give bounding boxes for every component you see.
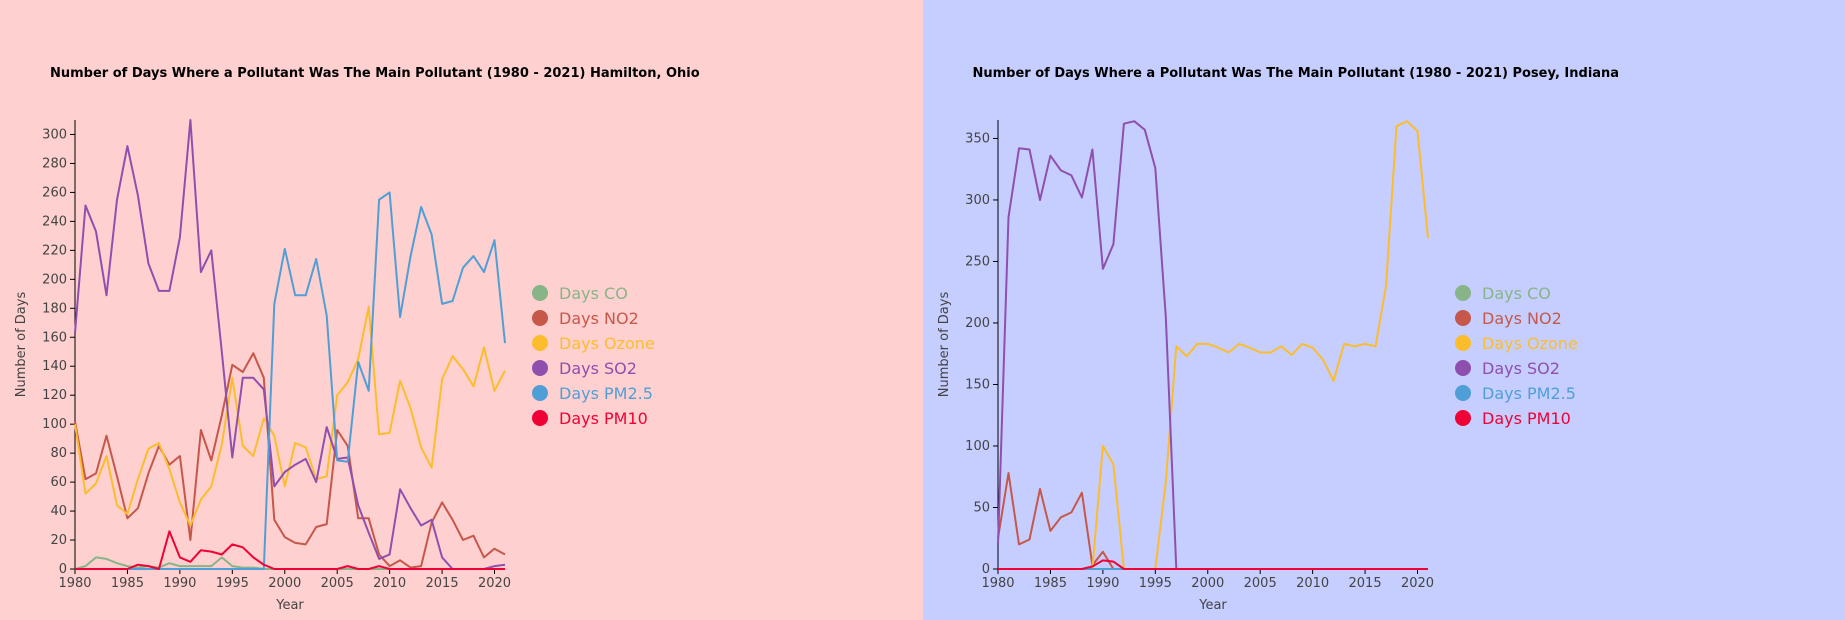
y-tick-label: 100 bbox=[42, 417, 67, 432]
y-tick-label: 200 bbox=[42, 272, 67, 287]
y-tick-label: 200 bbox=[965, 316, 990, 331]
x-tick-label: 2015 bbox=[1348, 576, 1381, 591]
legend-label-days-no2: Days NO2 bbox=[559, 309, 639, 328]
x-tick-label: 2000 bbox=[1191, 576, 1224, 591]
y-tick-label: 160 bbox=[42, 330, 67, 345]
legend-label-days-no2: Days NO2 bbox=[1482, 309, 1562, 328]
y-tick-label: 140 bbox=[42, 359, 67, 374]
x-axis-label: Year bbox=[275, 598, 304, 613]
y-tick-label: 0 bbox=[59, 562, 67, 577]
y-tick-label: 120 bbox=[42, 388, 67, 403]
x-tick-label: 2005 bbox=[1243, 576, 1276, 591]
y-tick-label: 250 bbox=[965, 254, 990, 269]
series-line-days-no2 bbox=[74, 352, 506, 569]
x-tick-label: 1985 bbox=[1033, 576, 1066, 591]
series-line-days-so2 bbox=[74, 119, 506, 570]
legend-label-days-pm10: Days PM10 bbox=[1482, 409, 1571, 428]
y-tick-label: 350 bbox=[965, 131, 990, 146]
x-tick-label: 1990 bbox=[1086, 576, 1119, 591]
chart-panel-posey: Number of Days Where a Pollutant Was The… bbox=[922, 0, 1845, 620]
y-tick-label: 280 bbox=[42, 156, 67, 171]
y-axis-label: Number of Days bbox=[937, 292, 952, 398]
x-tick-label: 1995 bbox=[216, 576, 249, 591]
legend-label-days-ozone: Days Ozone bbox=[1482, 334, 1578, 353]
x-tick-label: 2010 bbox=[1296, 576, 1329, 591]
legend-label-days-pm2-5: Days PM2.5 bbox=[1482, 384, 1576, 403]
x-tick-label: 2015 bbox=[426, 576, 459, 591]
y-tick-label: 100 bbox=[965, 439, 990, 454]
legend-label-days-co: Days CO bbox=[559, 284, 628, 303]
legend-marker-days-pm2-5 bbox=[1454, 385, 1471, 401]
legend-marker-days-no2 bbox=[532, 310, 548, 326]
legend-marker-days-ozone bbox=[532, 335, 548, 351]
chart-title: Number of Days Where a Pollutant Was The… bbox=[50, 66, 700, 81]
y-axis-label: Number of Days bbox=[14, 292, 29, 398]
series-line-days-pm10 bbox=[75, 530, 505, 570]
legend-label-days-pm2-5: Days PM2.5 bbox=[559, 384, 653, 403]
legend-marker-days-so2 bbox=[532, 360, 548, 376]
y-tick-label: 60 bbox=[50, 475, 67, 490]
legend-label-days-so2: Days SO2 bbox=[559, 359, 637, 378]
y-tick-label: 260 bbox=[42, 185, 67, 200]
x-tick-label: 2020 bbox=[1400, 576, 1433, 591]
x-tick-label: 1995 bbox=[1138, 576, 1171, 591]
y-tick-label: 50 bbox=[973, 500, 990, 515]
series-line-days-co bbox=[74, 556, 505, 570]
x-tick-label: 1990 bbox=[163, 576, 196, 591]
legend-label-days-pm10: Days PM10 bbox=[559, 409, 648, 428]
chart-title: Number of Days Where a Pollutant Was The… bbox=[972, 66, 1620, 81]
legend-marker-days-co bbox=[1454, 285, 1471, 301]
x-tick-label: 2005 bbox=[321, 576, 354, 591]
line-chart-hamilton: 0 20 40 60 80 100 120 140 160 180 200 220 240 260 280 3… bbox=[14, 119, 655, 613]
x-tick-label: 2010 bbox=[373, 576, 406, 591]
y-tick-label: 220 bbox=[42, 243, 67, 258]
x-axis-label: Year bbox=[1198, 598, 1227, 613]
chart-panel-hamilton: Number of Days Where a Pollutant Was The… bbox=[0, 0, 923, 620]
legend-marker-days-pm2-5 bbox=[532, 385, 548, 401]
y-tick-label: 180 bbox=[42, 301, 67, 316]
x-tick-label: 1985 bbox=[111, 576, 144, 591]
y-tick-label: 150 bbox=[965, 377, 990, 392]
legend-marker-days-so2 bbox=[1454, 360, 1471, 376]
legend-marker-days-pm10 bbox=[1454, 410, 1471, 426]
y-tick-label: 300 bbox=[42, 127, 67, 142]
x-tick-label: 1980 bbox=[981, 576, 1014, 591]
legend-marker-days-ozone bbox=[1454, 335, 1471, 351]
legend-label-days-co: Days CO bbox=[1482, 284, 1551, 303]
series-line-days-pm2-5 bbox=[75, 191, 506, 570]
line-chart-posey: 0 50 100 150 200 250 300 350 1980 1985 1990 1995 200… bbox=[937, 120, 1578, 613]
y-tick-label: 40 bbox=[50, 504, 67, 519]
y-tick-label: 240 bbox=[42, 214, 67, 229]
y-tick-label: 300 bbox=[965, 193, 990, 208]
x-tick-label: 2020 bbox=[478, 576, 511, 591]
legend-label-days-so2: Days SO2 bbox=[1482, 359, 1560, 378]
series-line-days-pm10 bbox=[997, 559, 1428, 570]
y-tick-label: 0 bbox=[981, 562, 989, 577]
series-line-days-no2 bbox=[996, 472, 1428, 570]
x-tick-label: 2000 bbox=[268, 576, 301, 591]
legend-marker-days-pm10 bbox=[532, 410, 548, 426]
x-tick-label: 1980 bbox=[58, 576, 91, 591]
legend-marker-days-co bbox=[532, 285, 548, 301]
series-line-days-ozone bbox=[74, 305, 506, 527]
series-line-days-ozone bbox=[997, 120, 1429, 570]
legend-label-days-ozone: Days Ozone bbox=[559, 334, 655, 353]
legend-marker-days-no2 bbox=[1454, 310, 1471, 326]
y-tick-label: 80 bbox=[50, 446, 67, 461]
y-tick-label: 20 bbox=[50, 533, 67, 548]
